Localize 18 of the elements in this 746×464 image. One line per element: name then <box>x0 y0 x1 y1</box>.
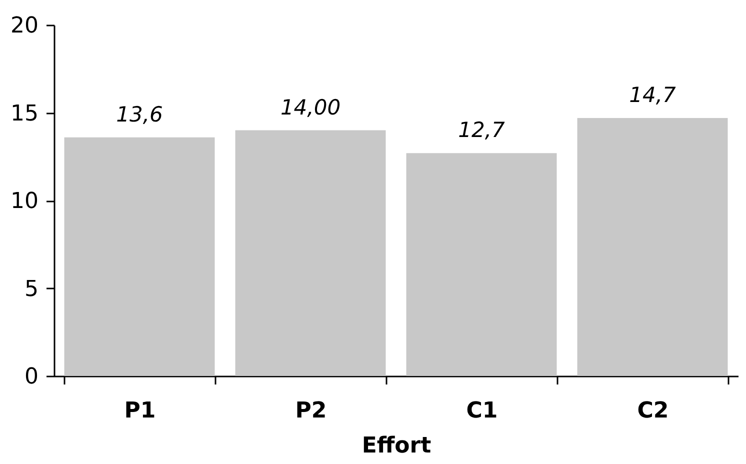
y-tick-label: 10 <box>10 189 38 214</box>
bar <box>406 153 557 376</box>
x-tick-label: P2 <box>295 398 327 424</box>
y-tick-label: 5 <box>24 276 38 302</box>
bar <box>577 118 728 376</box>
x-axis-title: Effort <box>362 434 432 458</box>
data-label: 13,6 <box>116 102 163 126</box>
y-tick-label: 0 <box>24 364 38 390</box>
bar <box>235 130 386 376</box>
x-tick-label: C2 <box>637 398 669 424</box>
y-tick-label: 20 <box>10 14 38 38</box>
data-label: 14,00 <box>280 95 341 120</box>
bar <box>64 137 215 376</box>
x-tick-label: P1 <box>124 398 156 424</box>
x-tick-label: C1 <box>466 398 498 424</box>
data-label: 14,7 <box>629 83 677 108</box>
data-label: 12,7 <box>458 118 506 142</box>
y-tick-label: 15 <box>10 101 38 126</box>
